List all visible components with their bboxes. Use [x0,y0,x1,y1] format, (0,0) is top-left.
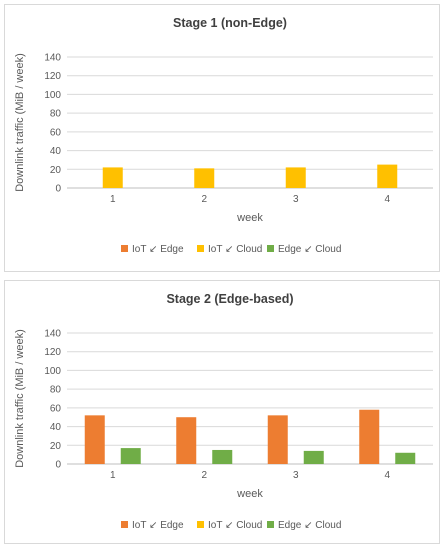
legend-label: IoT ↙ Cloud [208,244,262,255]
bar-edge-cloud-week-3 [303,450,324,464]
bar-iot-edge-week-4 [359,409,380,464]
chart-title: Stage 1 (non-Edge) [173,16,287,30]
legend-label: IoT ↙ Cloud [208,520,262,531]
x-tick-label: 1 [110,470,116,481]
x-tick-label: 4 [384,194,390,205]
bar-iot-edge-week-3 [267,415,288,464]
bar-iot-cloud-week-3 [285,167,306,188]
chart-title: Stage 2 (Edge-based) [166,292,293,306]
y-tick-label: 140 [44,53,61,64]
y-tick-label: 100 [44,366,61,377]
y-tick-label: 0 [55,460,61,471]
x-tick-label: 3 [293,194,299,205]
y-tick-label: 60 [50,403,62,414]
chart-panel-stage-2: Stage 2 (Edge-based) 0 20 40 60 80 100 120 140 Do… [4,280,440,544]
bar-iot-edge-week-2 [176,417,197,464]
legend-swatch-iot-cloud [197,521,204,528]
y-axis-label: Downlink traffic (MiB / week) [14,329,26,468]
chart-stage-1: Stage 1 (non-Edge) 0 20 40 60 80 100 120 140 Down… [14,16,433,255]
x-tick-label: 4 [384,470,390,481]
y-tick-label: 40 [50,146,62,157]
bar-iot-cloud-week-4 [377,164,398,188]
legend-swatch-edge-cloud [267,245,274,252]
x-tick-label: 2 [201,194,207,205]
bar-edge-cloud-week-2 [212,449,233,464]
legend-label: IoT ↙ Edge [132,520,184,531]
y-tick-label: 80 [50,109,62,120]
legend-swatch-iot-edge [121,245,128,252]
y-tick-label: 100 [44,90,61,101]
legend-swatch-iot-cloud [197,245,204,252]
x-axis-label: week [236,488,263,500]
y-tick-label: 20 [50,441,62,452]
x-tick-label: 2 [201,470,207,481]
chart-panel-stage-1: Stage 1 (non-Edge) 0 20 40 60 80 100 120 140 Down… [4,4,440,272]
y-tick-label: 140 [44,329,61,340]
bar-iot-cloud-week-1 [102,167,123,188]
bar-edge-cloud-week-1 [120,448,141,464]
bar-iot-cloud-week-2 [194,168,215,188]
y-tick-label: 120 [44,71,61,82]
y-tick-label: 40 [50,422,62,433]
bar-iot-edge-week-1 [84,415,105,464]
chart-stage-2: Stage 2 (Edge-based) 0 20 40 60 80 100 120 140 Do… [14,292,433,531]
y-tick-label: 0 [55,184,61,195]
bar-edge-cloud-week-4 [395,452,416,464]
x-tick-label: 1 [110,194,116,205]
legend-label: Edge ↙ Cloud [278,520,341,531]
x-tick-label: 3 [293,470,299,481]
y-tick-label: 60 [50,127,62,138]
y-axis-label: Downlink traffic (MiB / week) [14,53,26,192]
x-axis-label: week [236,212,263,224]
legend-label: Edge ↙ Cloud [278,244,341,255]
legend-swatch-edge-cloud [267,521,274,528]
legend-swatch-iot-edge [121,521,128,528]
y-tick-label: 80 [50,385,62,396]
y-tick-label: 120 [44,347,61,358]
y-tick-label: 20 [50,165,62,176]
legend-label: IoT ↙ Edge [132,244,184,255]
